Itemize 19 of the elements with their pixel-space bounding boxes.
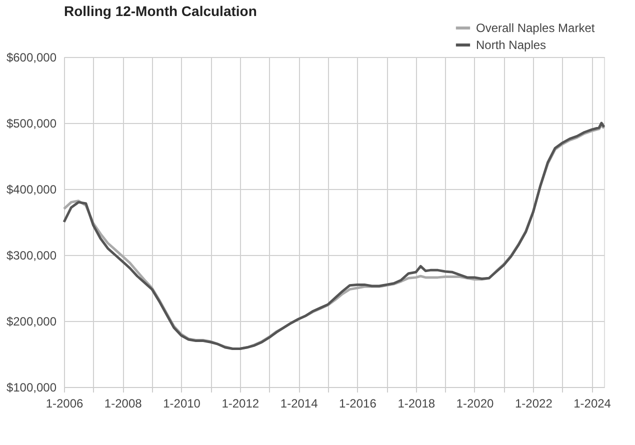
x-tick-label: 1-2010 <box>163 396 201 410</box>
y-tick-label: $200,000 <box>6 314 57 328</box>
y-tick-label: $500,000 <box>6 116 57 130</box>
x-tick-label: 1-2008 <box>104 396 142 410</box>
chart-title: Rolling 12-Month Calculation <box>64 3 257 19</box>
legend-label: North Naples <box>476 38 546 52</box>
x-tick-label: 1-2012 <box>222 396 260 410</box>
y-tick-label: $600,000 <box>6 50 57 64</box>
x-tick-label: 1-2020 <box>456 396 494 410</box>
x-tick-label: 1-2024 <box>574 396 612 410</box>
y-tick-label: $100,000 <box>6 380 57 394</box>
x-tick-label: 1-2022 <box>515 396 553 410</box>
x-tick-label: 1-2006 <box>46 396 84 410</box>
y-tick-label: $300,000 <box>6 248 57 262</box>
legend-label: Overall Naples Market <box>476 21 596 35</box>
y-tick-label: $400,000 <box>6 182 57 196</box>
x-tick-label: 1-2018 <box>398 396 436 410</box>
x-tick-label: 1-2016 <box>339 396 377 410</box>
x-tick-label: 1-2014 <box>280 396 318 410</box>
